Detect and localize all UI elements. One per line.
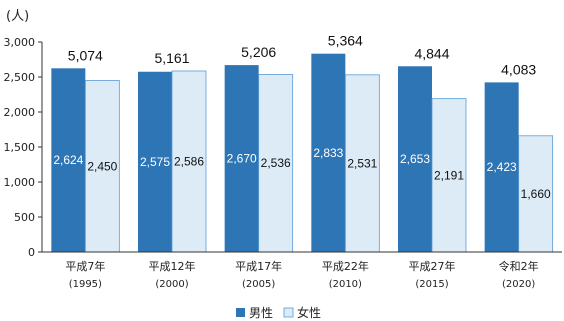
x-category-year: (2010) bbox=[329, 279, 362, 290]
bar-male bbox=[224, 65, 259, 252]
legend-label-male: 男性 bbox=[249, 306, 273, 320]
x-category-label: 平成27年 bbox=[409, 259, 456, 273]
total-label: 5,074 bbox=[68, 47, 103, 63]
x-category-year: (2015) bbox=[415, 279, 448, 290]
y-tick-label: 2,500 bbox=[4, 71, 36, 84]
x-category-year: (2020) bbox=[502, 279, 535, 290]
y-tick-label: 3,000 bbox=[4, 36, 36, 49]
data-label-female: 2,531 bbox=[347, 156, 377, 170]
legend-label-female: 女性 bbox=[297, 305, 321, 320]
bar-female bbox=[171, 70, 207, 253]
bars-group bbox=[51, 53, 554, 253]
data-label-female: 1,660 bbox=[521, 187, 551, 201]
data-label-female: 2,536 bbox=[261, 156, 291, 170]
bar-male bbox=[311, 53, 346, 252]
data-label-male: 2,833 bbox=[313, 146, 343, 160]
bar-female bbox=[258, 74, 294, 253]
y-axis-unit-label: (人) bbox=[6, 9, 29, 24]
y-tick-label: 500 bbox=[14, 211, 35, 224]
bar-female bbox=[344, 74, 380, 253]
legend: 男性 女性 bbox=[236, 305, 321, 320]
total-label: 5,206 bbox=[241, 44, 276, 60]
data-label-female: 2,586 bbox=[174, 154, 204, 168]
x-category-label: 平成22年 bbox=[322, 259, 369, 273]
x-category-label: 令和2年 bbox=[499, 259, 539, 273]
bar-female bbox=[84, 80, 120, 253]
y-tick-label: 1,000 bbox=[4, 176, 36, 189]
y-tick-label: 2,000 bbox=[4, 106, 36, 119]
x-category-label: 平成7年 bbox=[65, 259, 105, 273]
data-label-male: 2,575 bbox=[140, 155, 170, 169]
data-label-male: 2,423 bbox=[487, 160, 517, 174]
bar-male bbox=[398, 66, 432, 252]
legend-swatch-male bbox=[236, 308, 245, 317]
bar-male bbox=[138, 71, 172, 252]
x-category-year: (2000) bbox=[155, 279, 188, 290]
x-category-year: (1995) bbox=[69, 279, 102, 290]
total-label: 5,364 bbox=[328, 33, 363, 49]
x-category-year: (2005) bbox=[242, 279, 275, 290]
total-label: 4,844 bbox=[414, 45, 449, 61]
labels-group: 2,624 2,450 5,074 2,575 2,586 5,161 2,670 2,536… bbox=[53, 33, 551, 201]
data-label-male: 2,624 bbox=[53, 153, 83, 167]
x-category-label: 平成17年 bbox=[235, 259, 282, 273]
y-tick-label: 1,500 bbox=[4, 141, 36, 154]
total-label: 5,161 bbox=[154, 50, 189, 66]
bar-male bbox=[51, 68, 86, 252]
data-label-female: 2,191 bbox=[434, 168, 464, 182]
y-axis: 0 500 1,000 1,500 2,000 2,500 3,000 bbox=[4, 36, 43, 259]
x-category-label: 平成12年 bbox=[149, 259, 196, 273]
data-label-female: 2,450 bbox=[87, 159, 117, 173]
x-axis: 平成7年 (1995) 平成12年 (2000) 平成17年 (2005) 平成22年 (20… bbox=[42, 251, 562, 290]
y-tick-label: 0 bbox=[28, 246, 35, 259]
total-label: 4,083 bbox=[501, 61, 536, 77]
bar-female bbox=[518, 135, 554, 253]
data-label-male: 2,653 bbox=[400, 152, 430, 166]
legend-swatch-female bbox=[283, 307, 294, 318]
data-label-male: 2,670 bbox=[227, 152, 257, 166]
bar-male bbox=[484, 82, 519, 252]
bar-female bbox=[431, 98, 467, 253]
